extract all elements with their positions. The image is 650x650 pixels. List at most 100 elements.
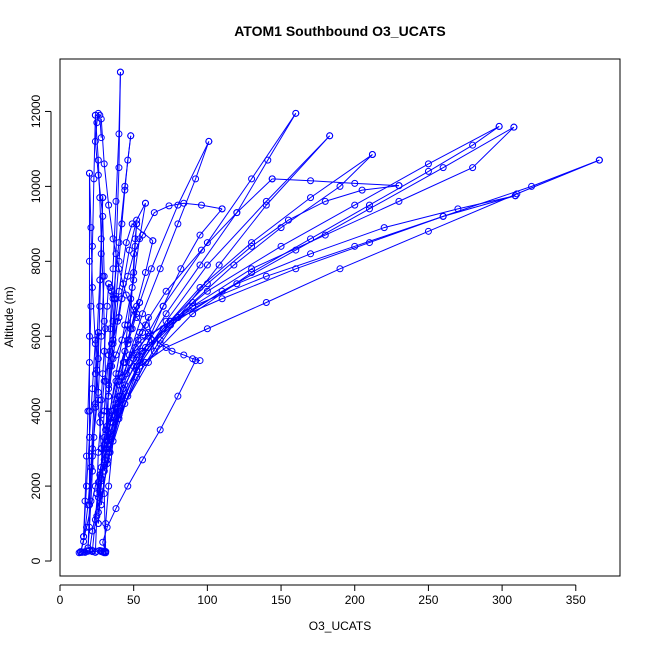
series-line-50: [99, 283, 110, 423]
data-point: [248, 239, 256, 247]
data-point: [174, 392, 182, 400]
data-point: [469, 164, 477, 172]
data-point: [141, 199, 149, 207]
data-point: [131, 242, 139, 250]
y-tick-label: 12000: [29, 94, 43, 128]
data-point: [192, 175, 200, 183]
data-point: [130, 269, 138, 277]
data-point: [105, 385, 113, 393]
data-point: [277, 242, 285, 250]
x-tick-label: 300: [492, 593, 512, 607]
data-point: [177, 265, 185, 273]
data-point: [93, 119, 101, 127]
chart-title: ATOM1 Southbound O3_UCATS: [234, 23, 446, 39]
data-point: [84, 547, 92, 555]
data-point: [469, 141, 477, 149]
data-point: [150, 347, 158, 355]
data-point: [112, 505, 120, 513]
data-point: [109, 265, 117, 273]
data-point: [595, 156, 603, 164]
data-point: [85, 523, 93, 531]
data-point: [307, 194, 315, 202]
data-point: [118, 220, 126, 228]
data-point: [115, 287, 123, 295]
data-point: [97, 445, 105, 453]
data-point: [233, 280, 241, 288]
y-tick-label: 0: [29, 557, 43, 564]
series-line-49: [121, 223, 138, 378]
data-point: [141, 358, 149, 366]
data-point: [80, 533, 88, 541]
data-point: [112, 197, 120, 205]
data-point: [96, 276, 104, 284]
series-line-45: [100, 388, 124, 449]
data-point: [248, 269, 256, 277]
data-point: [218, 205, 226, 213]
data-point: [87, 463, 95, 471]
data-point: [97, 250, 105, 258]
data-point: [196, 261, 204, 269]
data-point: [336, 182, 344, 190]
data-point: [150, 209, 158, 217]
data-point: [513, 190, 521, 198]
data-point: [495, 122, 503, 130]
data-point: [192, 357, 200, 365]
data-point: [112, 250, 120, 258]
data-point: [203, 280, 211, 288]
data-point: [87, 497, 95, 505]
series-line-2: [100, 118, 201, 362]
data-point: [351, 201, 359, 209]
data-point: [124, 482, 132, 490]
data-point: [105, 201, 113, 209]
data-point: [105, 351, 113, 359]
data-point: [100, 433, 108, 441]
data-point: [105, 280, 113, 288]
data-point: [121, 186, 129, 194]
data-point: [111, 396, 119, 404]
data-point: [128, 220, 136, 228]
data-point: [149, 237, 157, 245]
data-point: [94, 355, 102, 363]
series-line-19: [118, 195, 516, 386]
data-point: [125, 246, 133, 254]
data-point: [307, 177, 315, 185]
series-line-36: [83, 332, 99, 537]
data-point: [106, 362, 114, 370]
x-tick-label: 250: [418, 593, 438, 607]
data-point: [133, 216, 141, 224]
data-point: [130, 276, 138, 284]
data-point: [248, 265, 256, 273]
series-line-39: [88, 197, 104, 505]
y-tick-label: 10000: [29, 169, 43, 203]
data-point: [87, 224, 95, 232]
data-point: [122, 370, 130, 378]
data-point: [96, 111, 104, 119]
data-point: [133, 310, 141, 318]
series-line-27: [108, 203, 146, 397]
series-line-7: [91, 113, 297, 551]
data-point: [321, 197, 329, 205]
data-point: [424, 227, 432, 235]
y-tick-label: 8000: [29, 248, 43, 275]
data-point: [262, 197, 270, 205]
data-point: [109, 317, 117, 325]
data-point: [112, 351, 120, 359]
data-point: [122, 239, 130, 247]
data-point: [96, 302, 104, 310]
data-point: [203, 287, 211, 295]
x-tick-label: 150: [271, 593, 291, 607]
data-point: [292, 246, 300, 254]
data-point: [124, 156, 132, 164]
data-point: [167, 317, 175, 325]
data-point: [91, 111, 99, 119]
data-point: [91, 370, 99, 378]
data-point: [99, 194, 107, 202]
data-point: [351, 179, 359, 187]
data-point: [94, 520, 102, 528]
data-point: [136, 299, 144, 307]
data-point: [124, 392, 132, 400]
data-point: [230, 261, 238, 269]
data-point: [292, 109, 300, 117]
data-point: [336, 265, 344, 273]
